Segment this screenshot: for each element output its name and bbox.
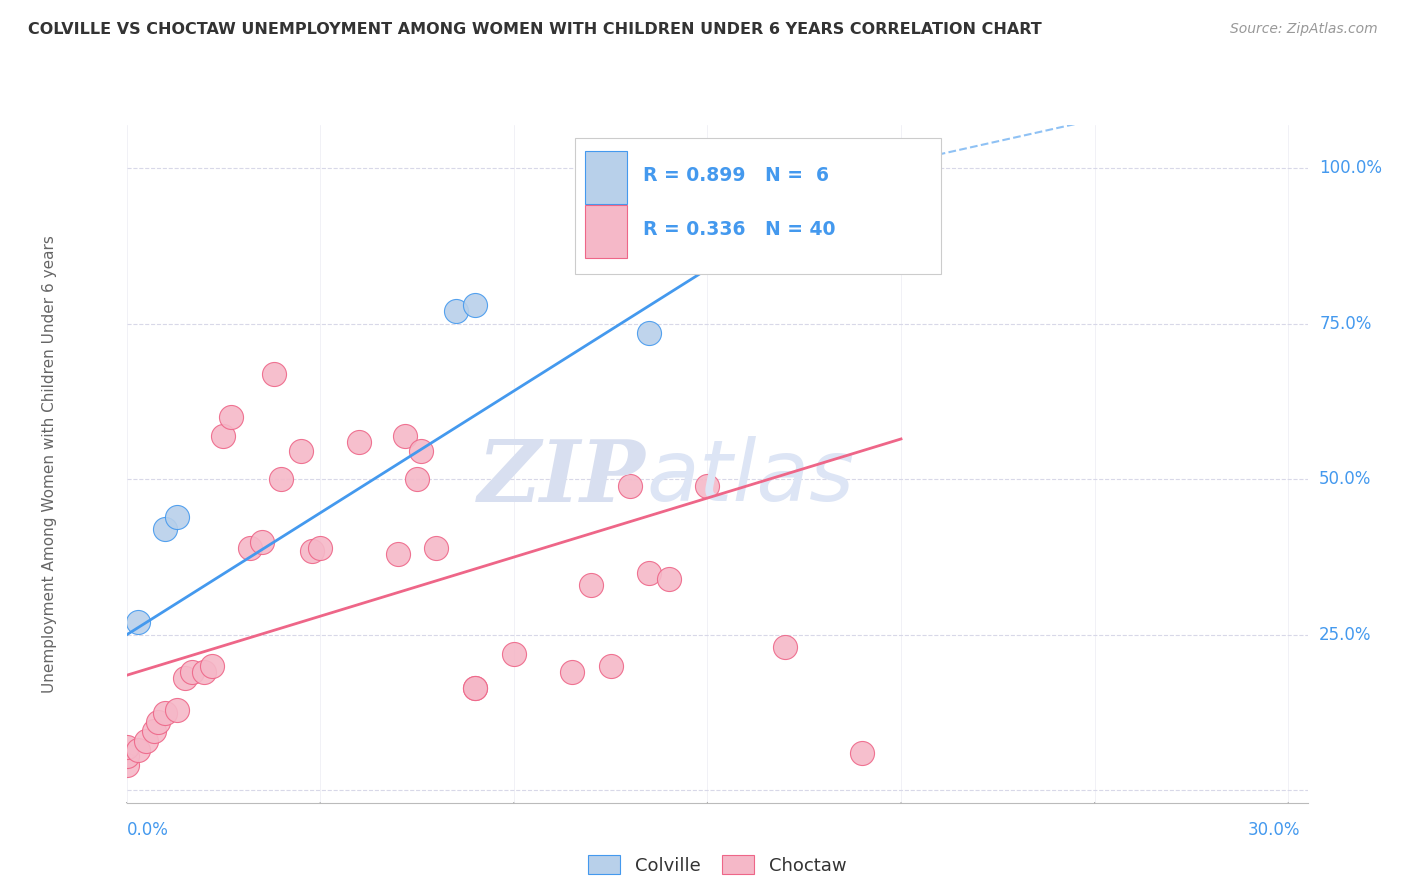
- Point: [309, 541, 332, 555]
- FancyBboxPatch shape: [585, 151, 627, 204]
- Point: [773, 640, 796, 655]
- Point: [146, 714, 169, 729]
- Text: 50.0%: 50.0%: [1319, 470, 1372, 489]
- Text: 100.0%: 100.0%: [1319, 160, 1382, 178]
- Point: [599, 659, 621, 673]
- FancyBboxPatch shape: [585, 205, 627, 259]
- Point: [219, 410, 242, 425]
- Text: ZIP: ZIP: [478, 435, 647, 519]
- Point: [212, 429, 235, 443]
- Point: [387, 547, 409, 561]
- Point: [658, 572, 681, 586]
- Point: [127, 615, 149, 630]
- Point: [166, 509, 188, 524]
- Text: Source: ZipAtlas.com: Source: ZipAtlas.com: [1230, 22, 1378, 37]
- Point: [619, 478, 641, 492]
- Text: 75.0%: 75.0%: [1319, 315, 1372, 333]
- Point: [301, 544, 323, 558]
- Point: [444, 304, 467, 318]
- Point: [166, 702, 188, 716]
- Point: [263, 367, 285, 381]
- Point: [425, 541, 447, 555]
- Point: [115, 749, 138, 764]
- Text: 25.0%: 25.0%: [1319, 626, 1372, 644]
- Point: [890, 155, 912, 169]
- Point: [406, 472, 429, 486]
- Text: 0.0%: 0.0%: [127, 822, 169, 839]
- Point: [270, 472, 292, 486]
- Point: [502, 647, 524, 661]
- Point: [696, 478, 718, 492]
- Point: [115, 758, 138, 772]
- Point: [409, 444, 432, 458]
- Point: [155, 706, 177, 720]
- Point: [347, 435, 370, 450]
- Point: [193, 665, 215, 680]
- Point: [250, 534, 273, 549]
- Point: [142, 724, 165, 739]
- Point: [239, 541, 262, 555]
- Point: [173, 672, 195, 686]
- Text: COLVILLE VS CHOCTAW UNEMPLOYMENT AMONG WOMEN WITH CHILDREN UNDER 6 YEARS CORRELA: COLVILLE VS CHOCTAW UNEMPLOYMENT AMONG W…: [28, 22, 1042, 37]
- Point: [201, 659, 224, 673]
- Point: [181, 665, 204, 680]
- Text: atlas: atlas: [647, 436, 855, 519]
- Legend: Colville, Choctaw: Colville, Choctaw: [581, 848, 853, 882]
- Point: [561, 665, 583, 680]
- Point: [638, 326, 661, 341]
- Point: [135, 733, 157, 747]
- FancyBboxPatch shape: [575, 138, 942, 274]
- Text: R = 0.899   N =  6: R = 0.899 N = 6: [643, 166, 828, 186]
- Point: [290, 444, 312, 458]
- Text: R = 0.336   N = 40: R = 0.336 N = 40: [643, 220, 835, 239]
- Point: [464, 681, 486, 695]
- Point: [394, 429, 416, 443]
- Point: [115, 739, 138, 754]
- Text: Unemployment Among Women with Children Under 6 years: Unemployment Among Women with Children U…: [42, 235, 58, 693]
- Point: [464, 681, 486, 695]
- Point: [579, 578, 602, 592]
- Point: [638, 566, 661, 580]
- Point: [155, 522, 177, 536]
- Text: 30.0%: 30.0%: [1247, 822, 1299, 839]
- Point: [464, 298, 486, 312]
- Point: [851, 746, 873, 760]
- Point: [127, 743, 149, 757]
